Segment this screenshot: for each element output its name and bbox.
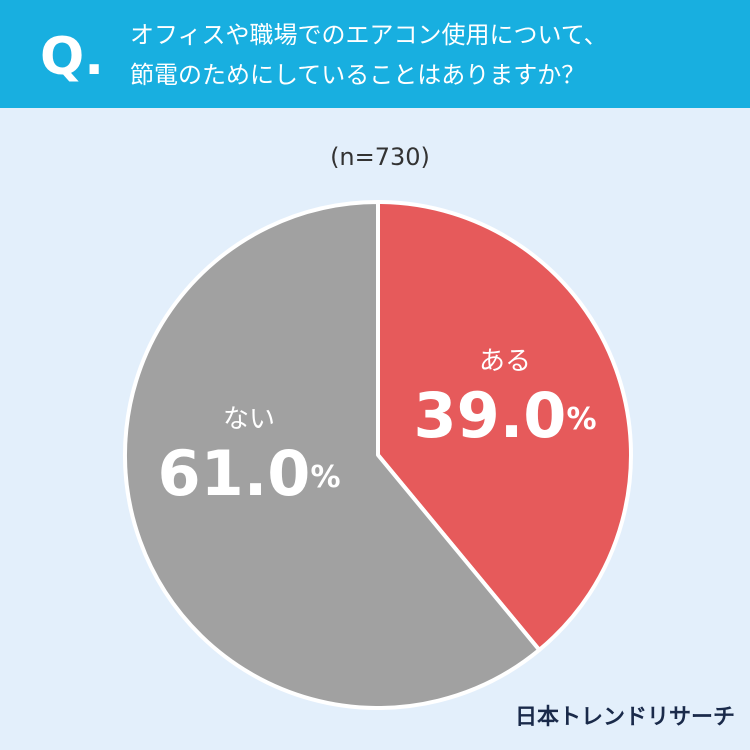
- value-label: 39.0%: [413, 379, 596, 452]
- title-line: 節電のためにしていることはありますか？: [130, 61, 585, 89]
- header-band: [0, 0, 750, 108]
- value-label: 61.0%: [157, 437, 340, 510]
- title-line: オフィスや職場でのエアコン使用について、: [130, 21, 608, 49]
- subtitle: (n=730): [330, 143, 430, 171]
- pie-slice: [376, 200, 633, 652]
- source: 日本トレンドリサーチ: [515, 705, 735, 730]
- slice-label: ない: [223, 405, 275, 435]
- question-label: Q.: [40, 27, 104, 87]
- slice-label: ある: [479, 347, 531, 377]
- pie-slice: [123, 200, 542, 710]
